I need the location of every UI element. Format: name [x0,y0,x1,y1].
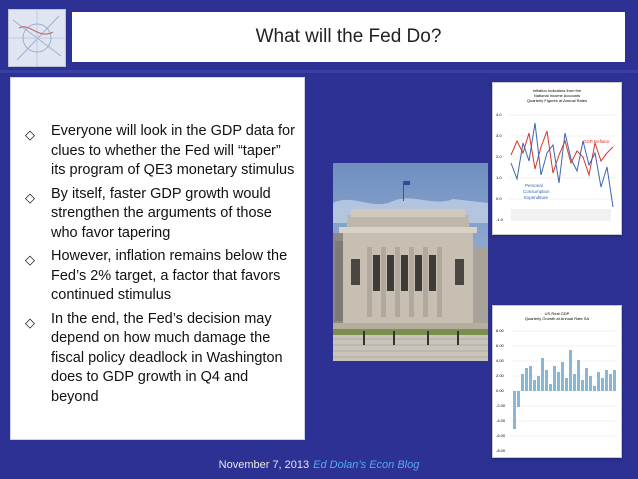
gdp-bar [605,370,608,391]
y-tick-label: 8.00 [496,328,505,333]
y-tick-label: 6.00 [496,343,505,348]
bullet-text: In the end, the Fed’s decision may depen… [51,310,283,405]
bullet-item: ◇ By itself, faster GDP growth would stre… [11,185,301,244]
bullet-item: ◇ In the end, the Fed’s decision may depe… [11,310,301,408]
blog-logo [8,9,66,67]
gdp-bar [601,378,604,391]
y-tick-label: -8.00 [496,448,506,453]
inflation-indicators-chart: Inflation Indicators from the National I… [492,82,622,235]
pce-line [510,122,614,208]
pce-label: Expenditure [524,195,549,200]
real-gdp-chart: US Real GDP Quarterly Growth at Annual R… [492,305,622,458]
gdp-bar [585,368,588,391]
y-tick-label: 2.0 [496,154,502,159]
chart-subtitle: Quarterly Growth at Annual Rate SA [524,316,590,321]
y-tick-label: -6.00 [496,433,506,438]
gdp-bar [537,376,540,391]
diamond-bullet-icon: ◇ [25,189,35,205]
gdp-deflator-label: GDP Deflator [583,139,610,144]
y-tick-label: 1.0 [496,175,502,180]
gdp-bar [525,368,528,391]
map-logo-icon [9,10,65,66]
x-tick-labels [511,209,611,221]
diamond-bullet-icon: ◇ [25,252,35,267]
gdp-bar [557,372,560,391]
y-tick-label: -4.00 [496,418,506,423]
pce-label: Consumption [523,189,550,194]
title-bar: What will the Fed Do? [72,12,625,62]
y-tick-label: 2.00 [496,373,505,378]
gdp-bar [589,376,592,391]
gdp-bar [565,378,568,391]
slide-footer: November 7, 2013 Ed Dolan’s Econ Blog [0,459,638,471]
gdp-bar [553,366,556,391]
gdp-bar [541,358,544,391]
bullet-text: Everyone will look in the GDP data for c… [51,123,295,178]
gdp-bar [561,362,564,391]
gdp-bar [609,374,612,391]
title-divider [0,70,638,73]
y-tick-label: -1.0 [496,217,504,222]
y-tick-label: 3.0 [496,133,502,138]
y-tick-label: -2.00 [496,403,506,408]
gdp-bar [581,380,584,391]
diamond-bullet-icon: ◇ [25,127,35,142]
slide-title: What will the Fed Do? [255,26,442,47]
bullet-text: However, inflation remains below the Fed… [51,248,288,303]
gdp-bar [533,380,536,391]
gdp-bar [545,370,548,391]
footer-blog-link[interactable]: Ed Dolan’s Econ Blog [313,459,420,471]
diamond-bullet-icon: ◇ [25,314,35,330]
bullet-item: ◇ However, inflation remains below the Fe… [11,247,301,306]
gdp-bar [549,384,552,391]
gdp-bar [613,370,616,391]
y-tick-label: 0.0 [496,196,502,201]
gdp-deflator-line [510,130,614,177]
y-tick-label: 0.00 [496,388,505,393]
gdp-bar [513,391,516,429]
bullet-text: By itself, faster GDP growth would stren… [51,185,272,241]
gdp-bar [573,374,576,391]
bullet-item: ◇ Everyone will look in the GDP data for … [11,122,301,181]
y-tick-label: 4.00 [496,358,505,363]
chart-title: National Income Accounts [533,93,581,98]
gdp-bar [577,360,580,391]
pce-label: Personal [525,183,543,188]
gdp-bar [521,374,524,391]
y-tick-label: 4.0 [496,112,502,117]
bullet-panel: ◇ Everyone will look in the GDP data for … [10,77,305,440]
gdp-bar [597,372,600,391]
bullet-list: ◇ Everyone will look in the GDP data for … [11,122,301,411]
gdp-bar [569,350,572,391]
gdp-bar [529,366,532,391]
federal-reserve-building-photo [333,163,488,361]
chart-subtitle: Quarterly Figures at Annual Rates [526,98,588,103]
chart-title: Inflation Indicators from the [532,88,582,93]
footer-date: November 7, 2013 [218,459,310,471]
gdp-bar [517,391,520,407]
gdp-bars [513,350,616,429]
chart-title: US Real GDP [544,311,570,316]
gdp-bar [593,386,596,391]
